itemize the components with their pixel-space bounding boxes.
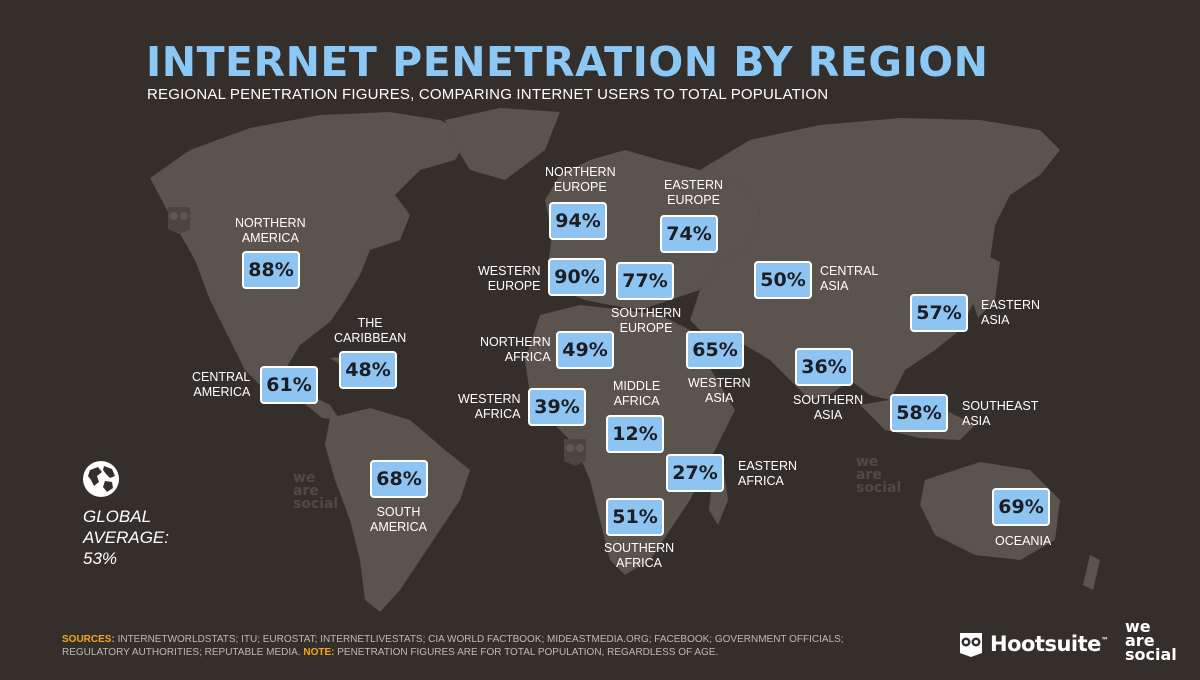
region-value-northern-america: 88%	[242, 251, 300, 289]
region-value-eastern-asia: 57%	[910, 294, 968, 332]
region-label-middle-africa: MIDDLE AFRICA	[613, 379, 661, 408]
hootsuite-logo: Hootsuite™	[958, 626, 1109, 662]
region-value-western-asia: 65%	[686, 331, 744, 369]
global-average: GLOBAL AVERAGE: 53%	[83, 506, 169, 569]
region-value-southern-europe: 77%	[616, 262, 674, 300]
hootsuite-watermark-icon	[168, 207, 190, 234]
region-label-northern-america: NORTHERN AMERICA	[235, 216, 306, 245]
region-label-south-america: SOUTH AMERICA	[370, 505, 427, 534]
note-text: PENETRATION FIGURES ARE FOR TOTAL POPULA…	[337, 647, 719, 658]
landmass-north-america	[150, 112, 470, 420]
globe-icon	[83, 461, 119, 497]
region-value-southern-asia: 36%	[795, 348, 853, 386]
region-label-southern-europe: SOUTHERN EUROPE	[611, 306, 682, 335]
region-label-western-africa: WESTERN AFRICA	[458, 392, 521, 421]
region-label-eastern-africa: EASTERN AFRICA	[738, 459, 798, 488]
page-subtitle: REGIONAL PENETRATION FIGURES, COMPARING …	[147, 86, 829, 103]
global-average-value: 53%	[83, 549, 118, 568]
we-are-social-logo: we are social	[1125, 617, 1177, 664]
landmass-asia	[690, 118, 1060, 400]
region-value-eastern-africa: 27%	[666, 454, 724, 492]
we-are-social-watermark: we are social	[856, 454, 902, 496]
sources-text: INTERNETWORLDSTATS; ITU; EUROSTAT; INTER…	[62, 634, 844, 658]
region-value-caribbean: 48%	[339, 351, 397, 389]
sources-footnote: SOURCES: INTERNETWORLDSTATS; ITU; EUROST…	[62, 633, 862, 659]
landmass-south-america	[325, 408, 470, 612]
region-label-central-america: CENTRAL AMERICA	[192, 370, 251, 399]
region-value-western-africa: 39%	[528, 388, 586, 426]
global-average-label: GLOBAL AVERAGE:	[83, 507, 169, 547]
landmass-japan	[972, 255, 1000, 318]
region-value-central-asia: 50%	[754, 261, 812, 299]
page-title: INTERNET PENETRATION BY REGION	[146, 38, 989, 86]
region-value-southern-africa: 51%	[606, 498, 664, 536]
region-value-southeast-asia: 58%	[890, 394, 948, 432]
region-label-southeast-asia: SOUTHEAST ASIA	[962, 399, 1039, 428]
note-label: NOTE:	[303, 647, 335, 658]
landmass-greenland	[445, 108, 560, 180]
region-value-western-europe: 90%	[548, 258, 606, 296]
region-label-eastern-europe: EASTERN EUROPE	[664, 178, 724, 207]
we-are-social-watermark: we are social	[293, 470, 339, 512]
region-value-middle-africa: 12%	[606, 415, 664, 453]
region-label-western-asia: WESTERN ASIA	[688, 376, 751, 405]
region-value-central-america: 61%	[260, 366, 318, 404]
sources-label: SOURCES:	[62, 634, 115, 645]
region-label-eastern-asia: EASTERN ASIA	[981, 298, 1041, 327]
region-value-northern-europe: 94%	[549, 202, 607, 240]
owl-icon	[960, 633, 982, 657]
region-label-western-europe: WESTERN EUROPE	[478, 264, 541, 293]
region-value-eastern-europe: 74%	[660, 215, 718, 253]
region-label-southern-asia: SOUTHERN ASIA	[793, 393, 864, 422]
region-label-northern-africa: NORTHERN AFRICA	[480, 335, 551, 364]
hootsuite-wordmark: Hootsuite™	[990, 632, 1109, 656]
landmass-new-zealand	[1083, 555, 1100, 590]
region-value-south-america: 68%	[370, 460, 428, 498]
region-label-central-asia: CENTRAL ASIA	[820, 264, 879, 293]
region-label-oceania: OCEANIA	[995, 534, 1052, 548]
region-label-southern-africa: SOUTHERN AFRICA	[604, 541, 675, 570]
region-value-northern-africa: 49%	[556, 331, 614, 369]
hootsuite-watermark-icon	[564, 439, 586, 466]
region-label-caribbean: THE CARIBBEAN	[334, 316, 407, 345]
region-value-oceania: 69%	[992, 488, 1050, 526]
landmass-australia	[920, 462, 1060, 560]
region-label-northern-europe: NORTHERN EUROPE	[545, 165, 616, 194]
